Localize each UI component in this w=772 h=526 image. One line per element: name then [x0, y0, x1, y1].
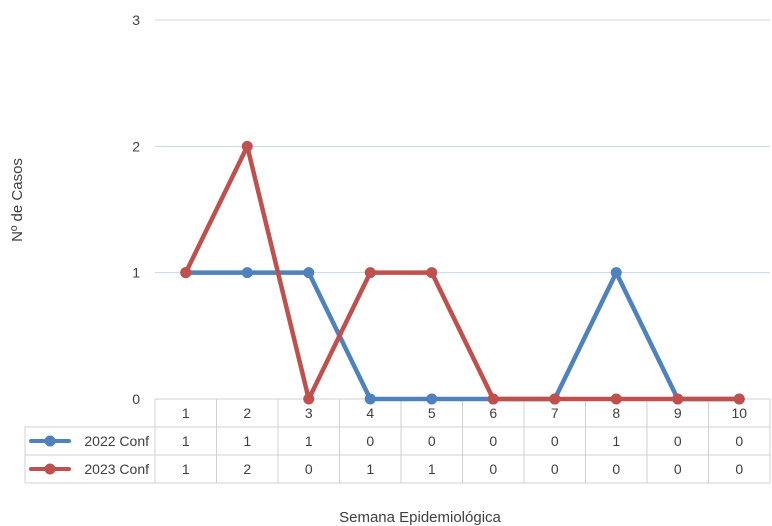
data-point [364, 393, 376, 405]
data-point [303, 267, 315, 279]
x-tick-label: 4 [366, 405, 374, 421]
data-point [610, 393, 622, 405]
series-2 [180, 140, 745, 405]
table-cell-value: 1 [305, 433, 313, 449]
legend-key-marker [44, 435, 56, 447]
y-tick-label: 0 [132, 391, 140, 407]
data-point [426, 393, 438, 405]
x-tick-label: 1 [182, 405, 190, 421]
data-point [303, 393, 315, 405]
table-cell-value: 0 [366, 433, 374, 449]
table-cell-value: 0 [735, 433, 743, 449]
y-axis-ticks: 0 1 2 3 [132, 12, 140, 407]
data-point [487, 393, 499, 405]
table-cell-value: 0 [674, 433, 682, 449]
table-cell-value: 0 [551, 461, 559, 477]
table-cell-value: 2 [243, 461, 251, 477]
data-point [672, 393, 684, 405]
y-tick-label: 2 [132, 138, 140, 154]
data-point [364, 267, 376, 279]
table-cell-value: 1 [612, 433, 620, 449]
data-point [180, 267, 192, 279]
table-cell-value: 0 [489, 433, 497, 449]
data-point [426, 267, 438, 279]
legend-key-marker [44, 463, 56, 475]
table-cell-value: 1 [366, 461, 374, 477]
x-tick-label: 2 [243, 405, 251, 421]
table-cell-value: 1 [182, 461, 190, 477]
x-tick-label: 6 [489, 405, 497, 421]
table-cell-value: 0 [428, 433, 436, 449]
legend-series-name: 2023 Conf [84, 461, 149, 477]
x-tick-label: 3 [305, 405, 313, 421]
y-tick-label: 1 [132, 265, 140, 281]
x-tick-label: 5 [428, 405, 436, 421]
legend-series-name: 2022 Conf [84, 433, 149, 449]
x-tick-label: 7 [551, 405, 559, 421]
x-axis-title: Semana Epidemiológica [339, 509, 501, 526]
table-cell-value: 0 [305, 461, 313, 477]
data-point [733, 393, 745, 405]
data-point [549, 393, 561, 405]
table-cell-value: 1 [182, 433, 190, 449]
table-cell-value: 0 [735, 461, 743, 477]
table-cell-value: 0 [612, 461, 620, 477]
y-tick-label: 3 [132, 12, 140, 28]
table-cell-value: 1 [243, 433, 251, 449]
x-tick-label: 10 [731, 405, 747, 421]
table-cell-value: 1 [428, 461, 436, 477]
table-cell-value: 0 [489, 461, 497, 477]
data-point [241, 267, 253, 279]
table-cell-value: 0 [551, 433, 559, 449]
table-cell-value: 0 [674, 461, 682, 477]
x-tick-label: 9 [674, 405, 682, 421]
data-point [610, 267, 622, 279]
series-line [183, 144, 742, 402]
y-axis-title: Nº de Casos [9, 158, 26, 242]
data-point [241, 140, 253, 152]
series [180, 140, 745, 405]
x-tick-label: 8 [612, 405, 620, 421]
